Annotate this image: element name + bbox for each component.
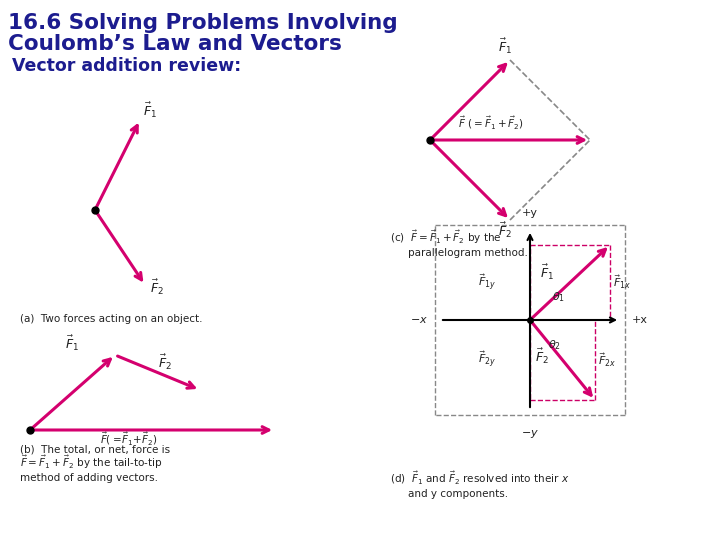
Text: $\vec{F}_2$: $\vec{F}_2$ bbox=[498, 221, 512, 240]
Text: (a)  Two forces acting on an object.: (a) Two forces acting on an object. bbox=[20, 314, 202, 324]
Text: $\vec{F}_2$: $\vec{F}_2$ bbox=[158, 353, 172, 372]
Text: $\vec{F}_{1x}$: $\vec{F}_{1x}$ bbox=[613, 274, 631, 291]
Text: Coulomb’s Law and Vectors: Coulomb’s Law and Vectors bbox=[8, 34, 342, 54]
Text: $\vec{F}_{2y}$: $\vec{F}_{2y}$ bbox=[478, 350, 496, 370]
Text: (c)  $\vec{F} = \vec{F}_1 + \vec{F}_2$ by the: (c) $\vec{F} = \vec{F}_1 + \vec{F}_2$ by… bbox=[390, 228, 502, 246]
Text: (d)  $\vec{F}_1$ and $\vec{F}_2$ resolved into their $x$: (d) $\vec{F}_1$ and $\vec{F}_2$ resolved… bbox=[390, 470, 570, 487]
Text: $\vec{F}_1$: $\vec{F}_1$ bbox=[540, 262, 554, 281]
Text: $\theta_2$: $\theta_2$ bbox=[548, 338, 561, 352]
Text: $\vec{F} = \vec{F}_1 + \vec{F}_2$ by the tail-to-tip: $\vec{F} = \vec{F}_1 + \vec{F}_2$ by the… bbox=[20, 454, 162, 471]
Text: $\vec{F}_{2x}$: $\vec{F}_{2x}$ bbox=[598, 351, 616, 369]
Text: method of adding vectors.: method of adding vectors. bbox=[20, 473, 158, 483]
Text: and y components.: and y components. bbox=[408, 489, 508, 499]
Text: $\theta_1$: $\theta_1$ bbox=[552, 290, 565, 304]
Text: $\vec{F}_2$: $\vec{F}_2$ bbox=[535, 347, 549, 366]
Text: $\vec{F}_2$: $\vec{F}_2$ bbox=[150, 278, 164, 297]
Text: $\vec{F}_1$: $\vec{F}_1$ bbox=[498, 37, 512, 56]
Text: 16.6 Solving Problems Involving: 16.6 Solving Problems Involving bbox=[8, 13, 397, 33]
Text: $\vec{F}_1$: $\vec{F}_1$ bbox=[65, 334, 79, 353]
Text: Vector addition review:: Vector addition review: bbox=[12, 57, 241, 75]
Text: $\vec{F}_1$: $\vec{F}_1$ bbox=[143, 101, 157, 120]
Text: +y: +y bbox=[522, 208, 538, 218]
Text: $\vec{F}(=\!\vec{F}_1\!+\!\vec{F}_2)$: $\vec{F}(=\!\vec{F}_1\!+\!\vec{F}_2)$ bbox=[100, 431, 158, 448]
Text: $-y$: $-y$ bbox=[521, 428, 539, 440]
Text: +x: +x bbox=[632, 315, 648, 325]
Text: $\vec{F}_{1y}$: $\vec{F}_{1y}$ bbox=[478, 273, 496, 293]
Text: $-x$: $-x$ bbox=[410, 315, 428, 325]
Text: parallelogram method.: parallelogram method. bbox=[408, 248, 528, 258]
Text: $\vec{F}\ (=\vec{F}_1+\vec{F}_2)$: $\vec{F}\ (=\vec{F}_1+\vec{F}_2)$ bbox=[458, 114, 524, 132]
Text: (b)  The total, or net, force is: (b) The total, or net, force is bbox=[20, 445, 170, 455]
